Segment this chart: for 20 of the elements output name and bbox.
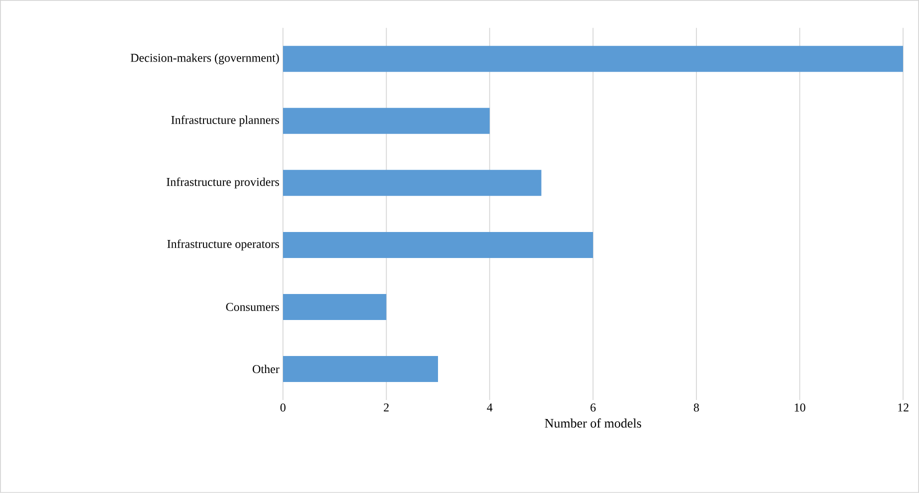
x-tick-label: 2	[384, 404, 389, 412]
y-tick-label: Infrastructure planners	[171, 115, 280, 126]
x-tick-label: 12	[898, 404, 908, 412]
y-tick-label: Consumers	[226, 302, 280, 312]
x-tick-label: 0	[280, 404, 286, 412]
y-tick-label: Infrastructure operators	[167, 240, 280, 250]
bar	[282, 108, 490, 134]
y-tick-label: Decision-makers (government)	[130, 54, 279, 64]
bar	[282, 232, 594, 258]
y-tick-label: Other	[252, 364, 280, 374]
x-tick-label: 10	[794, 404, 806, 412]
bar	[282, 294, 386, 320]
x-axis-title: Number of models	[544, 418, 642, 428]
x-tick-label: 6	[590, 404, 596, 412]
bar	[282, 46, 904, 72]
y-tick-label: Infrastructure providers	[166, 177, 280, 188]
x-tick-label: 4	[486, 404, 492, 412]
bar	[282, 170, 542, 196]
x-tick-label: 8	[694, 404, 699, 412]
bar	[282, 356, 438, 382]
